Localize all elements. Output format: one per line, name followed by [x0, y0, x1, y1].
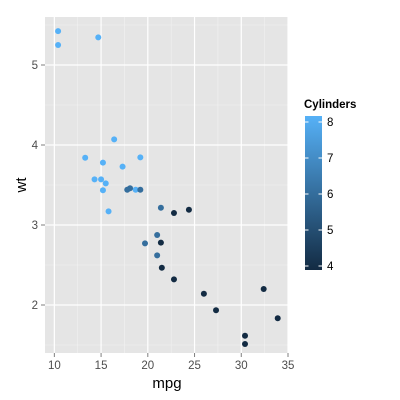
data-point	[157, 239, 164, 246]
data-point	[185, 206, 192, 213]
data-point	[170, 210, 177, 216]
x-axis-label: mpg	[152, 375, 181, 392]
x-tick-label: 20	[141, 360, 154, 372]
data-point	[137, 154, 144, 161]
axes: 10 15 20 25 30 35 2 3 4 5	[32, 60, 295, 372]
color-legend: Cylinders 4 5 6 7 8	[304, 99, 356, 273]
data-point	[213, 307, 220, 314]
data-point	[242, 332, 249, 339]
data-point	[242, 340, 249, 347]
data-point	[99, 159, 106, 166]
data-point	[142, 240, 149, 247]
data-point	[82, 154, 89, 161]
y-axis-label: wt	[13, 177, 30, 194]
y-tick-label: 5	[32, 60, 38, 72]
plot-panel	[45, 17, 289, 353]
y-tick-label: 3	[32, 220, 38, 232]
data-point	[137, 186, 144, 193]
data-point	[124, 186, 131, 193]
data-point	[55, 28, 62, 35]
data-point	[105, 208, 112, 215]
x-tick-label: 25	[188, 360, 201, 372]
data-point	[55, 42, 62, 48]
data-point	[274, 315, 281, 322]
legend-break-label: 7	[327, 153, 333, 165]
data-point	[260, 286, 267, 292]
data-point	[170, 276, 177, 283]
legend-break-label: 8	[327, 117, 333, 129]
data-point	[91, 176, 98, 183]
data-point	[95, 34, 102, 41]
legend-break-label: 4	[327, 261, 334, 273]
data-point	[154, 232, 161, 238]
data-point	[158, 264, 165, 271]
legend-break-label: 5	[327, 225, 333, 237]
data-point	[132, 186, 139, 193]
legend-title: Cylinders	[304, 99, 356, 111]
x-tick-label: 35	[282, 360, 295, 372]
data-point	[200, 290, 207, 297]
y-tick-label: 2	[32, 300, 38, 312]
data-point	[99, 187, 106, 194]
data-point	[111, 136, 118, 143]
legend-break-label: 6	[327, 189, 333, 201]
colorbar	[305, 116, 322, 270]
data-point	[102, 180, 109, 187]
x-tick-label: 15	[95, 360, 108, 372]
x-tick-label: 30	[235, 360, 248, 372]
data-point	[98, 176, 105, 183]
data-point	[157, 204, 164, 211]
data-point	[119, 163, 126, 170]
y-tick-label: 4	[32, 140, 39, 152]
data-point	[154, 252, 161, 259]
x-tick-label: 10	[48, 360, 61, 372]
